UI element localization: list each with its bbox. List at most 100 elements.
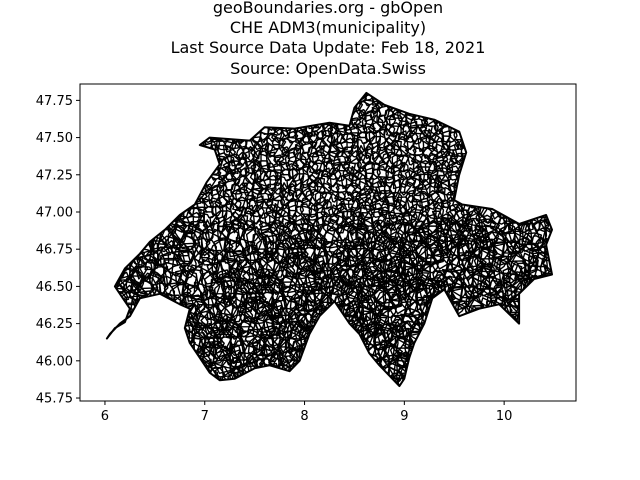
municipality-boundary [321,211,332,226]
municipality-boundary [427,137,438,150]
municipality-boundary [347,157,362,177]
municipality-boundary [256,160,270,173]
municipality-boundary [432,197,445,210]
municipality-boundary [369,107,382,125]
municipality-boundary [441,130,452,145]
municipality-boundary [193,219,209,232]
municipality-boundary [321,167,333,178]
municipality-boundary [373,229,392,251]
municipality-boundary [234,196,249,213]
municipality-boundary [269,274,286,296]
municipality-boundary [388,122,402,138]
municipality-boundary [219,250,243,278]
municipality-boundary [224,239,248,271]
municipality-boundary [306,130,320,144]
municipality-boundary [429,227,449,243]
municipality-boundary [353,180,372,197]
municipality-boundary [237,252,264,275]
municipality-boundary [151,235,172,265]
municipality-boundary [202,219,216,235]
municipality-boundary [377,206,390,217]
municipality-boundary [382,181,397,199]
municipality-boundary [474,217,488,233]
municipality-boundary [445,165,461,181]
municipality-boundary [315,203,326,220]
municipality-boundary [350,174,361,187]
municipality-boundary [265,151,279,169]
municipality-boundary [265,170,279,181]
municipality-boundary [338,197,356,211]
municipality-boundary [404,167,416,181]
municipality-boundary [244,341,259,365]
municipality-boundary [447,144,459,158]
municipality-boundary [442,263,463,286]
municipality-boundary [215,189,230,207]
municipality-boundary [292,188,307,203]
municipality-boundary [461,250,487,274]
municipality-boundary [163,229,182,249]
municipality-boundary [418,219,443,247]
municipality-boundary [377,135,390,152]
municipality-boundary [250,181,265,196]
municipality-boundary [315,211,329,227]
municipality-boundary [234,320,254,338]
municipality-boundary [375,321,405,348]
municipality-boundary [327,204,340,218]
municipality-boundary [412,158,422,176]
municipality-boundary [336,129,349,144]
municipality-boundary [229,139,245,161]
municipality-boundary [377,339,403,363]
municipality-boundary [394,327,415,349]
municipality-boundary [390,218,403,231]
municipality-boundary [286,130,299,144]
municipality-boundary [332,274,350,295]
municipality-boundary [390,314,406,332]
municipality-boundary [415,160,433,174]
municipality-boundary [245,226,267,250]
municipality-boundary [263,174,279,190]
municipality-boundary [399,161,409,173]
municipality-boundary [292,144,305,162]
y-tick-label: 46.25 [36,317,73,332]
municipality-boundary [241,145,256,162]
municipality-boundary [375,308,402,341]
municipality-boundary [416,263,443,296]
municipality-boundary [404,218,419,234]
municipality-boundary [260,280,281,307]
title-line-2: CHE ADM3(municipality) [230,18,426,37]
municipality-boundary [369,195,385,211]
municipality-boundary [327,252,343,276]
municipality-boundary [504,232,530,255]
municipality-boundary [335,195,345,213]
municipality-boundary [178,245,196,265]
municipality-boundary [244,204,256,215]
y-tick-label: 46.50 [36,280,73,295]
municipality-boundary [310,229,328,251]
municipality-boundary [173,219,188,233]
municipality-boundary [356,153,371,170]
municipality-boundary [396,217,410,235]
municipality-boundary [416,178,431,199]
municipality-boundary [332,210,350,227]
municipality-boundary [544,212,553,226]
municipality-boundary [273,212,284,224]
x-axis: 6 7 8 9 10 [101,401,512,424]
municipality-boundary [392,173,406,190]
y-tick-label: 47.75 [36,94,73,109]
municipality-boundary [276,276,296,293]
municipality-boundary [349,225,373,259]
municipality-boundary [418,205,431,217]
municipality-boundary [292,151,307,170]
municipality-boundary [276,217,295,234]
municipality-boundary [368,202,384,218]
municipality-boundary [347,145,363,158]
municipality-boundary [411,197,424,212]
municipality-boundary [250,142,264,160]
municipality-boundary [528,245,546,268]
municipality-boundary [364,167,375,183]
municipality-boundary [281,136,304,154]
municipality-boundary [446,157,462,174]
y-axis: 45.75 46.00 46.25 46.50 46.75 47.00 47.25 47.50… [36,94,80,407]
title-line-3: Last Source Data Update: Feb 18, 2021 [171,38,486,57]
